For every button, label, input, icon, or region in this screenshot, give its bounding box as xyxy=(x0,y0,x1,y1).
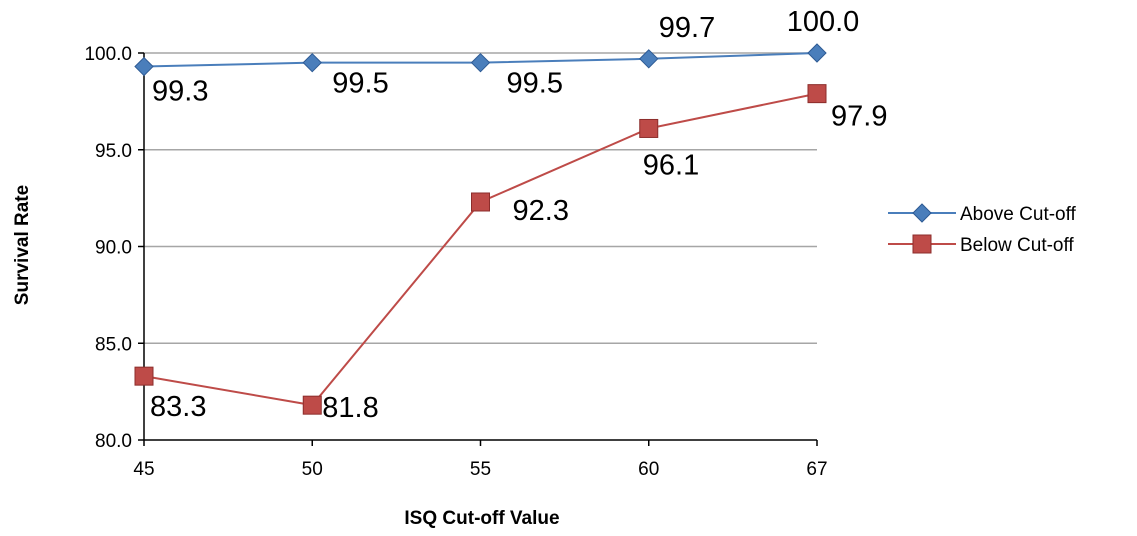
data-point-marker xyxy=(134,366,154,386)
data-point-marker xyxy=(470,52,491,73)
y-tick-labels: 80.0 85.0 90.0 95.0 100.0 xyxy=(84,44,132,452)
data-label: 99.7 xyxy=(659,12,715,44)
legend-item: Below Cut-off xyxy=(888,234,1074,256)
y-tick-label: 85.0 xyxy=(95,334,132,355)
data-point-marker xyxy=(471,192,490,212)
legend-marker xyxy=(912,203,932,223)
data-label: 83.3 xyxy=(150,391,206,423)
x-tick-label: 50 xyxy=(302,459,323,480)
data-point-marker xyxy=(807,43,827,63)
y-axis-title: Survival Rate xyxy=(12,185,33,305)
x-axis-title: ISQ Cut-off Value xyxy=(404,508,559,529)
data-label: 99.5 xyxy=(332,68,388,100)
y-tick-label: 80.0 xyxy=(95,431,132,452)
data-point-marker xyxy=(302,52,322,73)
legend-marker xyxy=(912,234,932,254)
y-tick-label: 90.0 xyxy=(95,238,132,259)
series-above-cut-off xyxy=(134,43,827,77)
y-tick-label: 100.0 xyxy=(84,44,132,65)
series-group xyxy=(134,43,827,415)
data-labels: 99.3 99.5 99.5 99.7 100.0 83.3 81.8 92.3 96.1 97.… xyxy=(150,6,887,424)
x-tick-labels: 45 50 55 60 67 xyxy=(133,459,827,480)
x-tick-label: 67 xyxy=(806,459,827,480)
x-tick-label: 60 xyxy=(638,459,659,480)
axes xyxy=(138,52,818,446)
data-label: 99.5 xyxy=(507,68,563,100)
legend-label: Below Cut-off xyxy=(960,235,1074,256)
data-label: 96.1 xyxy=(643,149,699,181)
y-tick-label: 95.0 xyxy=(95,141,132,162)
data-label: 81.8 xyxy=(322,392,378,424)
data-label: 92.3 xyxy=(513,195,569,227)
data-point-marker xyxy=(639,118,659,138)
series-line xyxy=(143,92,818,407)
data-point-marker xyxy=(302,395,322,415)
legend-label: Above Cut-off xyxy=(960,204,1077,225)
data-point-marker xyxy=(639,49,659,69)
data-point-marker xyxy=(134,56,154,77)
legend-item: Above Cut-off xyxy=(888,203,1077,225)
data-label: 99.3 xyxy=(152,76,208,108)
legend: Above Cut-off Below Cut-off xyxy=(888,203,1077,256)
data-label: 97.9 xyxy=(831,101,887,133)
x-tick-label: 55 xyxy=(470,459,491,480)
series-below-cut-off xyxy=(134,84,827,415)
data-point-marker xyxy=(807,84,827,104)
data-label: 100.0 xyxy=(787,6,860,38)
x-tick-label: 45 xyxy=(133,459,154,480)
